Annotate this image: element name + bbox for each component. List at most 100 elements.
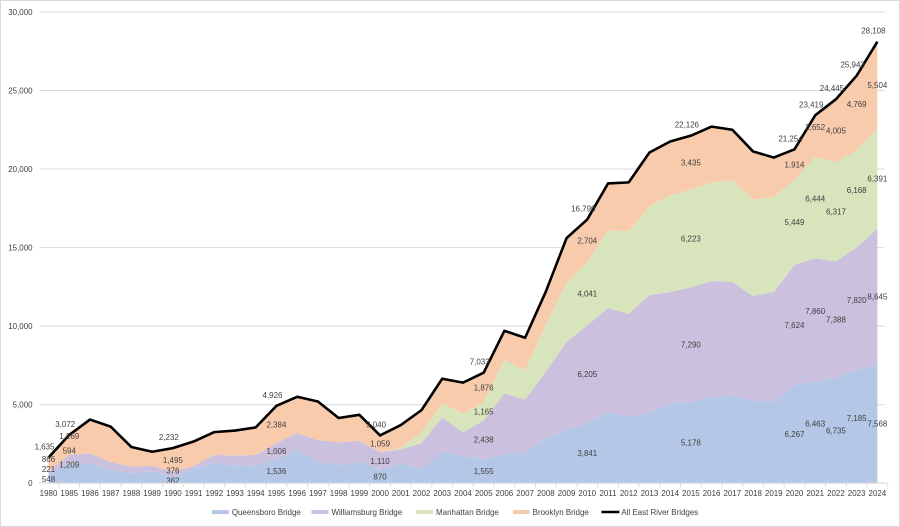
data-label: 4,041 — [577, 290, 597, 299]
gridlines — [39, 11, 885, 484]
x-tick-label: 2009 — [558, 489, 576, 498]
legend-label: Queensboro Bridge — [232, 508, 302, 517]
legend-swatch — [512, 510, 530, 515]
data-label: 6,391 — [867, 174, 887, 183]
x-axis: 1980 1985 1986 1987 1988 1989 1990 1991 1992 1993… — [38, 482, 889, 498]
x-tick-label: 2020 — [786, 489, 804, 498]
x-tick-label: 2010 — [578, 489, 596, 498]
total-data-label: 3,072 — [55, 420, 75, 429]
x-tick-label: 2011 — [599, 489, 617, 498]
x-tick-label: 2018 — [744, 489, 762, 498]
data-label: 2,652 — [805, 123, 825, 132]
x-tick-label: 1989 — [143, 489, 161, 498]
data-label: 548 — [42, 475, 56, 484]
y-tick-label: 0 — [28, 479, 33, 488]
x-tick-label: 1986 — [81, 489, 99, 498]
total-data-label: 24,445 — [820, 84, 845, 93]
x-tick-label: 2021 — [806, 489, 824, 498]
x-tick-label: 1993 — [226, 489, 244, 498]
data-label: 7,820 — [847, 296, 867, 305]
data-label: 2,384 — [267, 421, 287, 430]
total-data-label: 2,232 — [159, 433, 179, 442]
x-tick-label: 1985 — [60, 489, 78, 498]
x-tick-label: 1988 — [123, 489, 141, 498]
total-line — [47, 41, 879, 459]
total-data-label: 16,790 — [571, 204, 596, 213]
data-label: 7,624 — [785, 321, 805, 330]
legend-swatch — [311, 510, 329, 515]
data-label: 4,769 — [847, 100, 867, 109]
x-tick-label: 2007 — [516, 489, 534, 498]
data-label: 594 — [63, 447, 77, 456]
data-label: 1,495 — [163, 456, 183, 465]
total-data-label: 4,926 — [263, 391, 283, 400]
y-tick-label: 30,000 — [8, 8, 33, 17]
area-brooklyn-bridge — [48, 41, 878, 472]
data-label: 362 — [166, 476, 180, 485]
area-manhattan-bridge — [48, 128, 878, 472]
data-label: 1,269 — [59, 432, 79, 441]
data-label: 2,438 — [474, 436, 494, 445]
data-label: 870 — [373, 472, 387, 481]
x-tick-label: 2005 — [475, 489, 493, 498]
data-label: 1,165 — [474, 407, 494, 416]
x-tick-label: 2014 — [661, 489, 679, 498]
x-tick-label: 1999 — [350, 489, 368, 498]
y-tick-label: 25,000 — [8, 86, 33, 95]
total-data-label: 3,040 — [366, 420, 386, 429]
data-label: 6,444 — [805, 195, 825, 204]
data-label: 1,059 — [370, 440, 390, 449]
data-label: 8,645 — [867, 292, 887, 301]
x-tick-label: 2008 — [537, 489, 555, 498]
x-tick-label: 1990 — [164, 489, 182, 498]
total-data-label: 7,033 — [470, 358, 490, 367]
x-tick-label: 2003 — [433, 489, 451, 498]
x-tick-label: 2016 — [703, 489, 721, 498]
data-label: 1,914 — [785, 160, 805, 169]
total-data-label: 23,419 — [799, 100, 824, 109]
data-label: 6,735 — [826, 426, 846, 435]
data-label: 7,860 — [805, 307, 825, 316]
total-line-path — [47, 41, 879, 459]
legend-swatch — [211, 510, 229, 515]
data-label: 6,317 — [826, 208, 846, 217]
data-label: 2,704 — [577, 237, 597, 246]
area-williamsburg-bridge — [48, 228, 878, 478]
data-label: 7,388 — [826, 315, 846, 324]
x-tick-label: 1980 — [40, 489, 58, 498]
x-tick-label: 2012 — [620, 489, 638, 498]
x-tick-label: 1996 — [288, 489, 306, 498]
data-label: 376 — [166, 466, 180, 475]
y-tick-label: 10,000 — [8, 322, 33, 331]
total-data-label: 25,943 — [841, 61, 866, 70]
data-label: 6,168 — [847, 186, 867, 195]
y-tick-label: 20,000 — [8, 165, 33, 174]
legend-label: Brooklyn Bridge — [533, 508, 590, 517]
x-tick-label: 2024 — [869, 489, 887, 498]
data-label: 1,110 — [370, 457, 390, 466]
data-label: 866 — [42, 455, 56, 464]
total-data-label: 1,635 — [35, 443, 55, 452]
area-queensboro-bridge — [48, 364, 878, 484]
x-tick-label: 2004 — [454, 489, 472, 498]
data-label: 7,568 — [867, 420, 887, 429]
x-tick-label: 2000 — [371, 489, 389, 498]
data-label: 6,205 — [577, 370, 597, 379]
total-data-label: 21,254 — [778, 134, 803, 143]
x-tick-label: 2019 — [765, 489, 783, 498]
data-label: 7,290 — [681, 341, 701, 350]
x-tick-label: 2013 — [641, 489, 659, 498]
legend-label: Williamsburg Bridge — [331, 508, 402, 517]
data-label: 1,209 — [59, 461, 79, 470]
legend-label: Manhattan Bridge — [436, 508, 499, 517]
legend-label: All East River Bridges — [621, 508, 698, 517]
legend-swatch — [416, 510, 434, 515]
x-tick-label: 2015 — [682, 489, 700, 498]
x-tick-label: 1992 — [205, 489, 223, 498]
x-tick-label: 2017 — [723, 489, 741, 498]
data-label: 221 — [42, 465, 56, 474]
data-label: 4,005 — [826, 127, 846, 136]
y-tick-label: 5,000 — [13, 401, 33, 410]
data-label: 3,841 — [577, 449, 597, 458]
area-series — [48, 41, 878, 484]
